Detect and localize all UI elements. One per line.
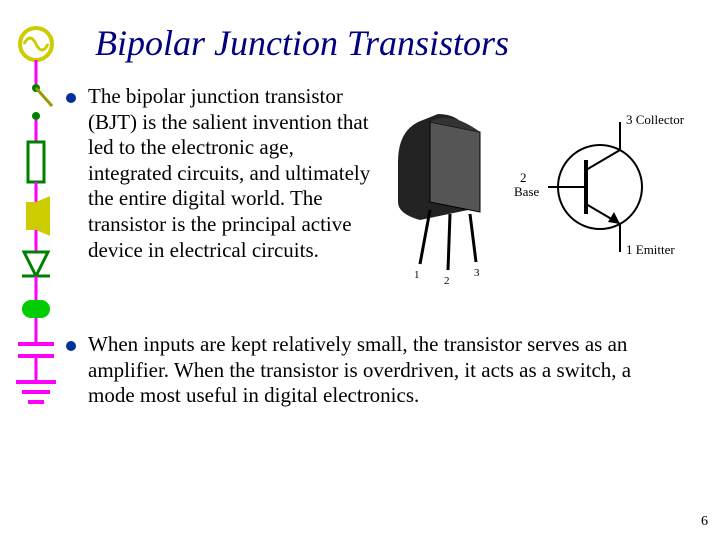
base-label: Base [514, 184, 540, 199]
pin-2-label: 2 [444, 275, 450, 287]
emitter-label: 1 Emitter [626, 242, 675, 257]
base-label-num: 2 [520, 170, 527, 185]
page-number: 6 [701, 514, 708, 530]
bjt-symbol-icon: 3 Collector 2 Base 1 Emitter [514, 112, 685, 257]
pin-3-label: 3 [474, 267, 480, 279]
bjt-figure: 1 2 3 3 Collector 2 Base 1 Emitter [380, 92, 690, 292]
collector-label: 3 Collector [626, 112, 685, 127]
to92-package-icon: 1 2 3 [398, 114, 480, 287]
page-title: Bipolar Junction Transistors [95, 22, 509, 64]
paragraph-1: The bipolar junction transistor (BJT) is… [88, 84, 373, 263]
bullet-icon [66, 341, 76, 351]
bullet-icon [66, 93, 76, 103]
paragraph-2: When inputs are kept relatively small, t… [88, 332, 678, 409]
pin-1-label: 1 [414, 269, 420, 281]
sidebar-circuit-icon [6, 24, 66, 464]
slide: Bipolar Junction Transistors The bipolar… [0, 0, 720, 540]
